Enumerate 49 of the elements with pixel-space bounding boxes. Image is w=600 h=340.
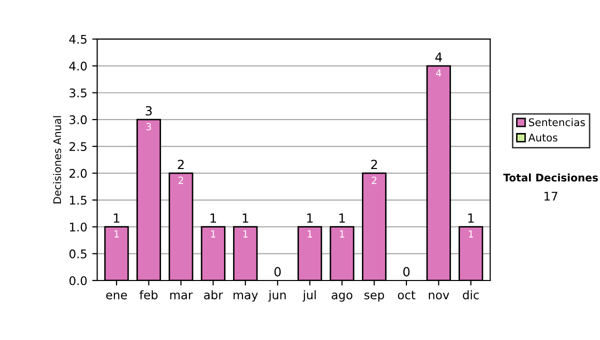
x-tick-label: jul bbox=[302, 290, 316, 302]
text: 2.5 bbox=[70, 142, 86, 152]
x-tick-label: sep bbox=[364, 292, 384, 302]
data-label: 1 bbox=[211, 230, 216, 238]
x-tick-label: ago bbox=[332, 292, 352, 302]
total-label: 1 bbox=[307, 214, 313, 223]
x-tick-label: may bbox=[234, 292, 258, 302]
total-label: 1 bbox=[114, 214, 120, 223]
text: 0.0 bbox=[69, 276, 87, 286]
text: 1.5 bbox=[70, 196, 86, 205]
total-label: 2 bbox=[371, 160, 377, 169]
x-tick-label: mar bbox=[170, 292, 193, 300]
total-label: 1 bbox=[242, 214, 248, 223]
text: Total Decisiones bbox=[503, 173, 598, 182]
total-label: 1 bbox=[339, 214, 345, 223]
total-label: 4 bbox=[435, 52, 442, 62]
data-label: 1 bbox=[114, 230, 119, 238]
data-label: 2 bbox=[178, 176, 184, 184]
total-label: 0 bbox=[274, 267, 281, 276]
data-label: 1 bbox=[308, 230, 312, 238]
total-label: 0 bbox=[403, 267, 410, 276]
data-label: 3 bbox=[146, 122, 152, 130]
y-axis-title: Decisiones Anual bbox=[53, 116, 62, 204]
text: 4.5 bbox=[69, 34, 86, 44]
data-label: 1 bbox=[243, 230, 248, 238]
data-label: 1 bbox=[468, 230, 474, 238]
data-label: 4 bbox=[436, 69, 442, 77]
total-label: 3 bbox=[146, 106, 152, 116]
text: 2.0 bbox=[70, 168, 87, 178]
total-label: 2 bbox=[178, 160, 184, 169]
data-label: 1 bbox=[340, 230, 344, 238]
x-tick-label: dic bbox=[462, 290, 479, 300]
text: 1.0 bbox=[70, 222, 87, 232]
text: 3.0 bbox=[70, 115, 87, 124]
total-label: 1 bbox=[468, 214, 474, 223]
total-label: 1 bbox=[210, 214, 216, 223]
legend-label: Sentencias bbox=[528, 118, 585, 126]
x-tick-label: nov bbox=[428, 292, 450, 300]
text: 3.5 bbox=[70, 88, 86, 98]
data-label: 2 bbox=[372, 176, 376, 184]
text: 0.5 bbox=[69, 249, 86, 258]
x-tick-label: abr bbox=[204, 290, 223, 300]
x-tick-label: jun bbox=[268, 290, 286, 302]
x-tick-label: ene bbox=[106, 292, 127, 300]
x-tick-label: feb bbox=[140, 290, 158, 300]
text: 17 bbox=[544, 192, 558, 200]
legend-label: Autos bbox=[528, 134, 558, 142]
text: 4.0 bbox=[69, 62, 87, 71]
x-tick-label: oct bbox=[398, 290, 416, 300]
